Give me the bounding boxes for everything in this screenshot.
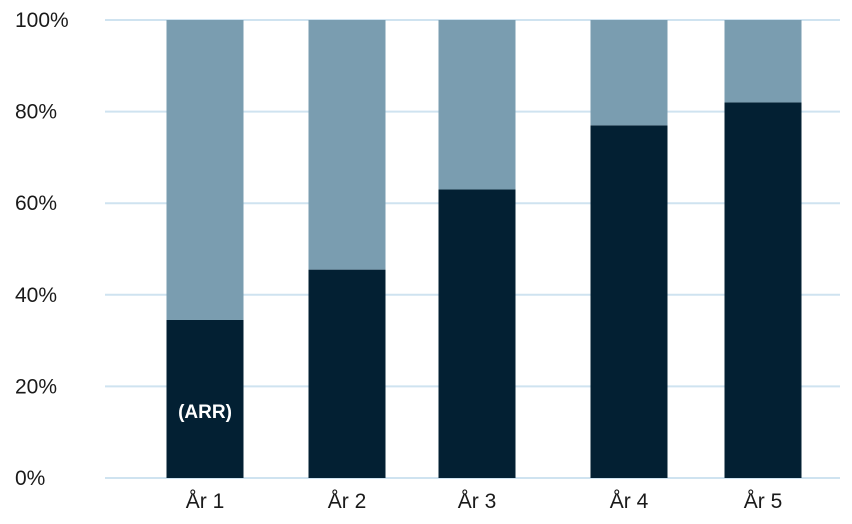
bar-4-segment-1 bbox=[590, 125, 668, 478]
y-tick-label-80: 80% bbox=[15, 101, 57, 124]
y-axis: 0% 20% 40% 60% 80% 100% bbox=[15, 9, 69, 490]
bar-3-segment-1 bbox=[438, 189, 516, 478]
bar-1-segment-2 bbox=[166, 20, 244, 320]
y-tick-label-100: 100% bbox=[15, 9, 69, 32]
annotations: (ARR) bbox=[178, 402, 232, 423]
bar-4-segment-2 bbox=[590, 20, 668, 126]
bar-annotation-1: (ARR) bbox=[178, 402, 232, 423]
bar-2-segment-1 bbox=[308, 269, 386, 478]
y-tick-label-60: 60% bbox=[15, 192, 57, 215]
y-tick-label-20: 20% bbox=[15, 375, 57, 398]
y-tick-label-40: 40% bbox=[15, 284, 57, 307]
bars bbox=[166, 20, 802, 478]
x-tick-label-4: År 4 bbox=[610, 490, 649, 513]
bar-5-segment-2 bbox=[724, 20, 802, 103]
x-axis: År 1 År 2 År 3 År 4 År 5 bbox=[186, 490, 783, 513]
bar-1-segment-1 bbox=[166, 319, 244, 478]
x-tick-label-1: År 1 bbox=[186, 490, 225, 513]
y-tick-label-0: 0% bbox=[15, 467, 45, 490]
x-tick-label-3: År 3 bbox=[458, 490, 497, 513]
bar-3-segment-2 bbox=[438, 20, 516, 190]
x-tick-label-5: År 5 bbox=[744, 490, 783, 513]
bar-2-segment-2 bbox=[308, 20, 386, 270]
x-tick-label-2: År 2 bbox=[328, 490, 367, 513]
bar-5-segment-1 bbox=[724, 102, 802, 478]
